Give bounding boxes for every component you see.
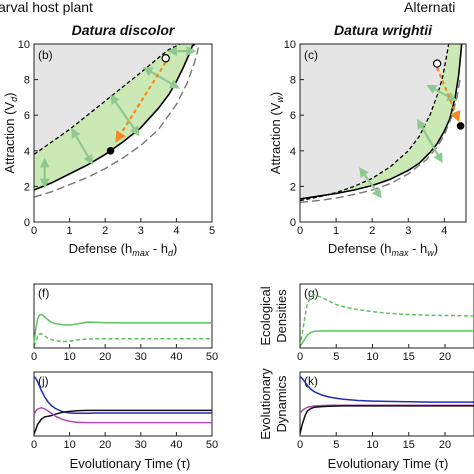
panel-f-series-1 [33,313,212,344]
panel-j-series-3 [33,407,212,424]
panel-b-xtick-label: 0 [31,225,37,237]
panel-b-ytick-label: 2 [24,181,30,193]
panel-c-equilibrium-point [456,122,465,130]
panel-c-double-arrow [417,118,443,164]
panel-b-series-longdash [34,47,200,198]
panel-c-label: (c) [304,48,318,62]
panel-j-label: (j) [38,374,49,388]
panel-g-ylabel-2: Densities [274,289,289,343]
panel-j: (j) 0 10 20 30 40 50 [31,371,218,451]
header-left: arval host plant [0,0,93,15]
panel-j-xtick-label: 10 [63,439,75,451]
panel-k-xtick-label: 10 [366,439,378,451]
panel-f: (f) 0 10 20 30 40 50 [31,283,218,363]
panel-j-xtick-label: 20 [99,439,111,451]
panel-j-xtick-label: 50 [206,439,218,451]
panel-g-series-2 [299,330,474,348]
panel-c-ytick-label: 8 [290,75,296,87]
panel-k-xtick-label: 20 [439,439,451,451]
panel-j-xtick-label: 0 [31,439,37,451]
panel-c-series-solid [300,44,463,200]
panel-b-xtick-label: 2 [102,225,108,237]
panel-k-label: (k) [304,374,318,388]
panel-b-xtick-label: 3 [138,225,144,237]
panel-c-ytick-label: 4 [290,146,296,158]
panel-b-xtick-label: 5 [209,225,215,237]
panel-j-xtick-label: 40 [170,439,182,451]
panel-f-series-2 [33,332,212,347]
panel-g-xtick-label: 15 [403,351,415,363]
panel-g-xtick-label: 5 [333,351,339,363]
panel-g: (g) 0 5 10 15 20 Ecological Densities [258,283,474,363]
panel-c-gray-region [300,44,449,201]
panel-k-ylabel-1: Evolutionary [258,368,273,440]
panel-b-equilibrium-point [106,147,115,155]
panel-b-series-solid [34,44,196,191]
panel-b-xlabel: Defense (hmax - hd) [69,241,178,258]
bottom-xlabel-left: Evolutionary Time (τ) [70,456,191,471]
panel-f-xtick-label: 30 [135,351,147,363]
panel-c-xtick-label: 0 [297,225,303,237]
panel-k-series-1 [299,375,474,403]
panel-g-series-1 [299,293,474,347]
panel-c-xtick-label: 4 [441,225,447,237]
panel-c-double-arrow [359,167,382,199]
panel-k-series-3 [299,405,474,435]
panel-b-double-arrow [110,94,140,137]
panel-f-label: (f) [38,286,49,300]
panel-c-initial-point [432,59,442,68]
panel-b-ytick-label: 6 [24,110,30,122]
panel-b-double-arrow [142,66,180,89]
panel-b-double-arrow [71,127,93,165]
panel-f-xtick-label: 20 [99,351,111,363]
panel-f-xtick-label: 40 [170,351,182,363]
panel-k-ylabel-2: Dynamics [274,375,289,433]
panel-b-xtick-label: 4 [173,225,179,237]
panel-g-label: (g) [304,286,319,300]
panel-c-xtick-label: 1 [333,225,339,237]
panel-c-xtick-label: 2 [369,225,375,237]
panel-c-title: Datura wrightii [334,22,433,38]
panel-b: (b) 0 1 2 3 4 5 0 2 4 6 8 10 Defense (hmax - hd) At… [2,39,215,258]
panel-j-xtick-label: 30 [135,439,147,451]
panel-k-xtick-label: 0 [297,439,303,451]
panel-c-xtick-label: 3 [405,225,411,237]
panel-c-xlabel: Defense (hmax - hw) [328,241,438,258]
panel-c: (c) 0 1 2 3 4 0 2 4 6 8 10 Defense (hmax - hw) Att… [268,39,467,258]
panel-b-ytick-label: 8 [24,75,30,87]
panel-b-title: Datura discolor [72,22,176,38]
panel-c-ytick-label: 0 [290,217,296,229]
panel-b-ylabel: Attraction (Vd) [2,93,19,174]
panel-b-ytick-label: 4 [24,146,30,158]
panel-g-ylabel-1: Ecological [258,286,273,345]
panel-c-series-dashed [300,44,450,202]
panel-c-ylabel: Attraction (Vw) [268,92,285,174]
panel-k-xtick-label: 5 [333,439,339,451]
panel-f-xtick-label: 10 [63,351,75,363]
panel-b-orange-arrow [115,61,167,143]
panel-b-ytick-label: 0 [24,217,30,229]
bottom-xlabel-right: Evolutionary Time (τ) [328,456,449,471]
panel-b-ytick-label: 10 [18,39,30,51]
header-right: Alternati [404,0,455,15]
panel-k: (k) 0 5 10 15 20 Evolutionary Dynamics [258,368,474,451]
panel-b-xtick-label: 1 [67,225,73,237]
panel-g-xtick-label: 0 [297,351,303,363]
panel-b-label: (b) [38,48,53,62]
panel-g-xtick-label: 20 [439,351,451,363]
panel-c-ytick-label: 2 [290,181,296,193]
panel-c-ytick-label: 10 [284,39,296,51]
panel-k-xtick-label: 15 [403,439,415,451]
panel-c-ytick-label: 6 [290,110,296,122]
panel-j-series-1 [33,375,212,415]
panel-b-initial-point [161,54,170,63]
panel-g-xtick-label: 10 [366,351,378,363]
panel-f-xtick-label: 50 [206,351,218,363]
panel-j-series-2 [33,409,212,435]
panel-f-xtick-label: 0 [31,351,37,363]
panel-c-orange-arrow [436,67,461,123]
